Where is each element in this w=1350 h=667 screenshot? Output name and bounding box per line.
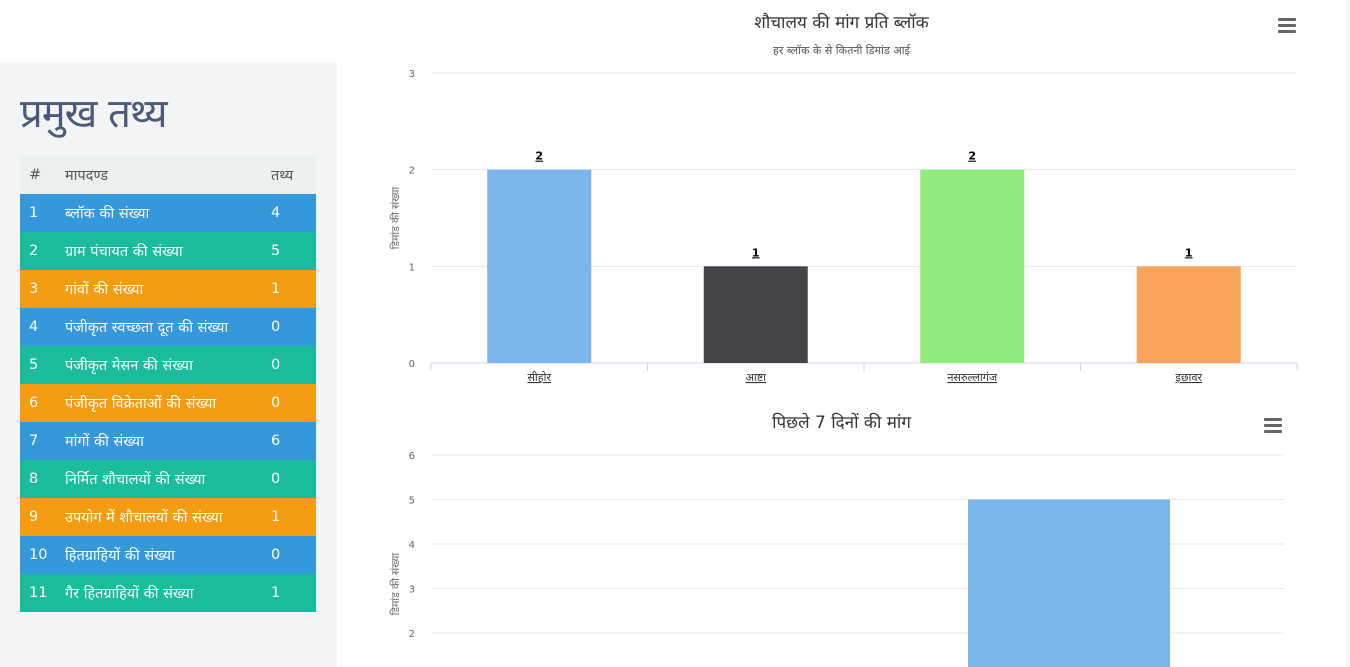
chart1-plot: 0 1 2 3 2 सीहोर 1 आष्टा 2 नसरुल्लागंज 1 इछावर डिमांड…: [389, 69, 1298, 384]
row-value: 0: [271, 384, 316, 422]
chart1-bar[interactable]: [920, 169, 1025, 363]
row-label: निर्मित शौचालयों की संख्या: [65, 460, 271, 498]
chart1-bar[interactable]: [487, 169, 592, 363]
chart1-title: शौचालय की मांग प्रति ब्लॉक: [754, 13, 929, 33]
header-criteria: मापदण्ड: [65, 156, 271, 194]
row-num: 6: [20, 384, 65, 422]
chart1-menu-icon[interactable]: [1278, 18, 1296, 34]
row-value: 0: [271, 308, 316, 346]
table-header-row: # मापदण्ड तथ्य: [20, 156, 316, 194]
demand-per-block-chart: शौचालय की मांग प्रति ब्लॉक हर ब्लॉक के स…: [337, 0, 1346, 392]
row-num: 7: [20, 422, 65, 460]
chart2-menu-icon[interactable]: [1264, 418, 1282, 434]
row-num: 8: [20, 460, 65, 498]
chart2-plot: 2 3 4 5 6 डिमांड की संख्या: [389, 451, 1284, 667]
key-facts-table: # मापदण्ड तथ्य 1 ब्लॉक की संख्या 4 2 ग्राम प…: [20, 156, 316, 612]
table-row: 1 ब्लॉक की संख्या 4: [20, 194, 316, 232]
row-value: 6: [271, 422, 316, 460]
table-row: 2 ग्राम पंचायत की संख्या 5: [20, 232, 316, 270]
chart2-y-tick-label: 2: [409, 629, 415, 640]
row-num: 2: [20, 232, 65, 270]
chart1-data-label: 2: [535, 150, 543, 163]
table-row: 6 पंजीकृत विक्रेताओं की संख्या 0: [20, 384, 316, 422]
page-edge: [1346, 0, 1350, 667]
header-num: #: [20, 156, 65, 194]
row-num: 10: [20, 536, 65, 574]
chart2-bar[interactable]: [968, 499, 1170, 667]
chart1-bar[interactable]: [1136, 266, 1241, 363]
chart2-title: पिछले 7 दिनों की मांग: [772, 413, 911, 433]
key-facts-title: प्रमुख तथ्य: [20, 91, 168, 137]
row-label: ब्लॉक की संख्या: [65, 194, 271, 232]
chart1-subtitle: हर ब्लॉक के से कितनी डिमांड आई: [773, 44, 910, 57]
table-row: 3 गांवों की संख्या 1: [20, 270, 316, 308]
chart1-data-label: 2: [968, 150, 976, 163]
table-row: 11 गैर हितग्राहियों की संख्या 1: [20, 574, 316, 612]
chart2-y-tick-label: 3: [409, 585, 415, 596]
chart1-data-label: 1: [752, 246, 760, 259]
row-value: 1: [271, 574, 316, 612]
chart2-y-tick-label: 5: [409, 496, 415, 507]
chart1-y-tick-label: 3: [409, 69, 415, 80]
chart1-bar[interactable]: [703, 266, 808, 363]
row-label: गांवों की संख्या: [65, 270, 271, 308]
header-fact: तथ्य: [271, 156, 316, 194]
key-facts-body: 1 ब्लॉक की संख्या 4 2 ग्राम पंचायत की संख्या…: [20, 194, 316, 612]
chart2-y-axis-label: डिमांड की संख्या: [389, 552, 402, 615]
row-num: 4: [20, 308, 65, 346]
row-label: उपयोग में शौचालयों की संख्या: [65, 498, 271, 536]
row-value: 5: [271, 232, 316, 270]
row-label: हितग्राहियों की संख्या: [65, 536, 271, 574]
chart1-y-tick-label: 2: [409, 166, 415, 177]
chart1-x-tick-label[interactable]: नसरुल्लागंज: [947, 371, 998, 384]
row-value: 1: [271, 270, 316, 308]
chart1-x-tick-label[interactable]: इछावर: [1175, 371, 1202, 384]
row-num: 9: [20, 498, 65, 536]
row-num: 1: [20, 194, 65, 232]
row-label: पंजीकृत स्वच्छता दूत की संख्या: [65, 308, 271, 346]
table-row: 7 मांगों की संख्या 6: [20, 422, 316, 460]
table-row: 5 पंजीकृत मेसन की संख्या 0: [20, 346, 316, 384]
row-num: 5: [20, 346, 65, 384]
chart2-y-tick-label: 4: [409, 540, 415, 551]
row-value: 0: [271, 460, 316, 498]
chart1-x-tick-label[interactable]: सीहोर: [528, 371, 552, 384]
last-7-days-demand-chart: पिछले 7 दिनों की मांग 2 3 4 5 6 डिमांड की संख…: [337, 392, 1346, 667]
row-label: पंजीकृत मेसन की संख्या: [65, 346, 271, 384]
row-label: ग्राम पंचायत की संख्या: [65, 232, 271, 270]
chart2-y-tick-label: 6: [409, 451, 415, 462]
row-num: 3: [20, 270, 65, 308]
row-label: पंजीकृत विक्रेताओं की संख्या: [65, 384, 271, 422]
table-row: 4 पंजीकृत स्वच्छता दूत की संख्या 0: [20, 308, 316, 346]
chart1-y-tick-label: 0: [409, 359, 415, 370]
table-row: 8 निर्मित शौचालयों की संख्या 0: [20, 460, 316, 498]
chart1-y-tick-label: 1: [409, 262, 415, 273]
row-value: 0: [271, 536, 316, 574]
table-row: 10 हितग्राहियों की संख्या 0: [20, 536, 316, 574]
row-label: मांगों की संख्या: [65, 422, 271, 460]
row-value: 1: [271, 498, 316, 536]
table-row: 9 उपयोग में शौचालयों की संख्या 1: [20, 498, 316, 536]
chart1-y-axis-label: डिमांड की संख्या: [389, 186, 402, 249]
chart1-x-tick-label[interactable]: आष्टा: [745, 371, 766, 384]
key-facts-panel: प्रमुख तथ्य # मापदण्ड तथ्य 1 ब्लॉक की संख…: [0, 62, 337, 667]
chart1-data-label: 1: [1185, 246, 1193, 259]
row-num: 11: [20, 574, 65, 612]
row-value: 4: [271, 194, 316, 232]
row-value: 0: [271, 346, 316, 384]
row-label: गैर हितग्राहियों की संख्या: [65, 574, 271, 612]
